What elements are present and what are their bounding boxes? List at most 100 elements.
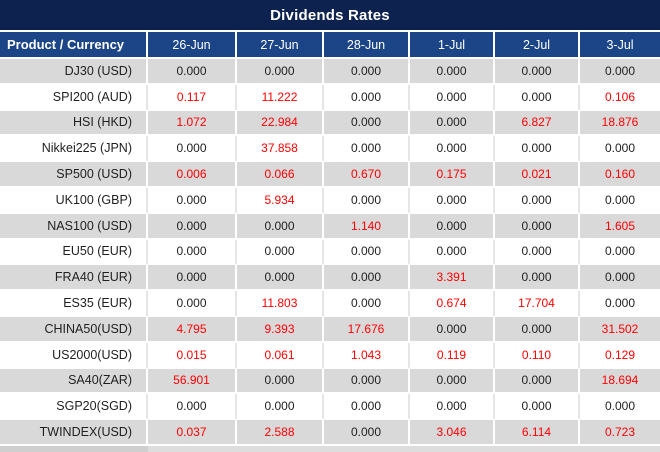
value-cell: 0.000 <box>495 394 580 421</box>
date-header: 1-Jul <box>410 32 495 59</box>
value-cell: 0.000 <box>324 265 410 292</box>
value-cell: 0.000 <box>324 394 410 421</box>
product-cell: UK100 (GBP) <box>0 187 148 214</box>
value-cell: 0.000 <box>324 187 410 214</box>
product-cell: NAS100 (USD) <box>0 213 148 240</box>
value-cell: 22.984 <box>237 110 324 137</box>
product-cell: TWINDEX(USD) <box>0 420 148 446</box>
value-cell: 0.000 <box>324 136 410 163</box>
product-cell: Nikkei225 (JPN) <box>0 136 148 163</box>
value-cell: 1.043 <box>324 342 410 369</box>
value-cell: 0.175 <box>410 162 495 188</box>
value-cell: 0.000 <box>580 187 660 214</box>
value-cell: 0.000 <box>148 187 237 214</box>
value-cell: 0.129 <box>580 342 660 369</box>
value-cell: 0.000 <box>324 84 410 111</box>
table-row: FRA40 (EUR) 0.000 0.000 0.000 3.391 0.000 0.00… <box>0 265 660 292</box>
value-cell: 0.000 <box>495 316 580 343</box>
value-cell: 0.000 <box>410 84 495 111</box>
value-cell: 0.670 <box>324 162 410 188</box>
value-cell: 0.000 <box>237 59 324 85</box>
value-cell: 0.000 <box>580 59 660 85</box>
table-row: Nikkei225 (JPN) 0.000 37.858 0.000 0.000 0.00… <box>0 136 660 163</box>
table-row: US2000(USD) 0.015 0.061 1.043 0.119 0.110 0.12… <box>0 342 660 369</box>
value-cell: 0.000 <box>410 187 495 214</box>
value-cell: 0.006 <box>148 162 237 188</box>
table-row: SPI200 (AUD) 0.117 11.222 0.000 0.000 0.000 0.… <box>0 84 660 111</box>
page-title: Dividends Rates <box>270 6 390 24</box>
product-cell: FRA40 (EUR) <box>0 265 148 292</box>
product-cell: SA40(ZAR) <box>0 368 148 395</box>
date-header: 2-Jul <box>495 32 580 59</box>
value-cell: 0.066 <box>237 162 324 188</box>
table-row: TWINDEX(USD) 0.037 2.588 0.000 3.046 6.114 0.7… <box>0 420 660 446</box>
value-cell: 6.827 <box>495 110 580 137</box>
value-cell: 5.934 <box>237 187 324 214</box>
product-currency-header: Product / Currency <box>0 32 148 59</box>
table-body: DJ30 (USD) 0.000 0.000 0.000 0.000 0.000 0.000… <box>0 59 660 446</box>
table-row: SGP20(SGD) 0.000 0.000 0.000 0.000 0.000 0.000 <box>0 394 660 421</box>
value-cell: 11.803 <box>237 291 324 317</box>
value-cell: 0.000 <box>237 394 324 421</box>
product-cell: CHINA50(USD) <box>0 316 148 343</box>
value-cell: 0.000 <box>410 368 495 395</box>
value-cell: 0.000 <box>237 213 324 240</box>
dividends-table: Product / Currency 26-Jun 27-Jun 28-Jun … <box>0 32 660 446</box>
value-cell: 0.000 <box>410 59 495 85</box>
value-cell: 0.000 <box>580 239 660 266</box>
value-cell: 0.106 <box>580 84 660 111</box>
table-row: EU50 (EUR) 0.000 0.000 0.000 0.000 0.000 0.000 <box>0 239 660 266</box>
product-cell: DJ30 (USD) <box>0 59 148 85</box>
value-cell: 0.000 <box>495 213 580 240</box>
value-cell: 0.000 <box>410 110 495 137</box>
title-bar: Dividends Rates <box>0 0 660 32</box>
value-cell: 0.674 <box>410 291 495 317</box>
value-cell: 37.858 <box>237 136 324 163</box>
product-cell: SGP20(SGD) <box>0 394 148 421</box>
table-row: ES35 (EUR) 0.000 11.803 0.000 0.674 17.704 0.0… <box>0 291 660 317</box>
value-cell: 0.000 <box>495 239 580 266</box>
value-cell: 0.000 <box>495 368 580 395</box>
value-cell: 0.000 <box>410 136 495 163</box>
date-header: 3-Jul <box>580 32 660 59</box>
value-cell: 0.000 <box>580 394 660 421</box>
value-cell: 0.000 <box>324 59 410 85</box>
value-cell: 0.000 <box>324 110 410 137</box>
table-row: HSI (HKD) 1.072 22.984 0.000 0.000 6.827 18.87… <box>0 110 660 137</box>
value-cell: 18.876 <box>580 110 660 137</box>
value-cell: 0.000 <box>148 239 237 266</box>
value-cell: 0.000 <box>324 239 410 266</box>
value-cell: 0.000 <box>580 291 660 317</box>
value-cell: 0.000 <box>495 84 580 111</box>
table-row: CHINA50(USD) 4.795 9.393 17.676 0.000 0.000 31… <box>0 316 660 343</box>
value-cell: 0.000 <box>410 239 495 266</box>
value-cell: 1.140 <box>324 213 410 240</box>
value-cell: 0.000 <box>324 368 410 395</box>
value-cell: 0.000 <box>410 394 495 421</box>
value-cell: 0.000 <box>324 420 410 446</box>
value-cell: 0.119 <box>410 342 495 369</box>
date-header: 28-Jun <box>324 32 410 59</box>
value-cell: 0.000 <box>237 239 324 266</box>
header-row: Product / Currency 26-Jun 27-Jun 28-Jun … <box>0 32 660 59</box>
product-cell: EU50 (EUR) <box>0 239 148 266</box>
table-row: SA40(ZAR) 56.901 0.000 0.000 0.000 0.000 18.69… <box>0 368 660 395</box>
value-cell: 9.393 <box>237 316 324 343</box>
value-cell: 3.391 <box>410 265 495 292</box>
value-cell: 0.000 <box>237 265 324 292</box>
value-cell: 0.723 <box>580 420 660 446</box>
value-cell: 0.000 <box>148 213 237 240</box>
value-cell: 0.015 <box>148 342 237 369</box>
table-row: SP500 (USD) 0.006 0.066 0.670 0.175 0.021 0.16… <box>0 162 660 188</box>
value-cell: 6.114 <box>495 420 580 446</box>
date-header: 26-Jun <box>148 32 237 59</box>
value-cell: 0.000 <box>148 394 237 421</box>
footer-strip-right <box>148 445 660 452</box>
table-row: NAS100 (USD) 0.000 0.000 1.140 0.000 0.000 1.6… <box>0 213 660 240</box>
value-cell: 0.000 <box>580 265 660 292</box>
value-cell: 0.061 <box>237 342 324 369</box>
table-header: Product / Currency 26-Jun 27-Jun 28-Jun … <box>0 32 660 59</box>
value-cell: 0.000 <box>148 291 237 317</box>
value-cell: 0.000 <box>410 213 495 240</box>
